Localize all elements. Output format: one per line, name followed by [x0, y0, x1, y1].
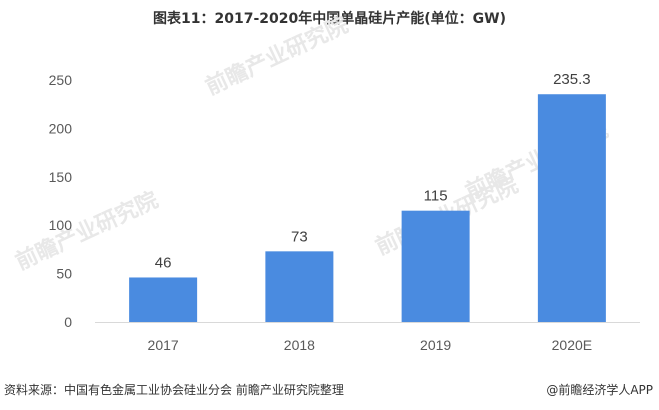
chart-title: 图表11：2017-2020年中国单晶硅片产能(单位：GW) — [153, 11, 506, 27]
bar — [537, 94, 606, 322]
y-tick-label: 200 — [49, 120, 73, 136]
x-tick-label: 2020E — [552, 337, 592, 353]
watermark-text: 前瞻产业研究院 — [12, 187, 163, 276]
bar — [265, 251, 334, 322]
brand-label: @前瞻经济学人APP — [546, 383, 653, 397]
y-axis: 0 50 100 150 200 250 — [49, 72, 73, 330]
x-tick-label: 2019 — [420, 337, 451, 353]
x-tick-label: 2018 — [284, 337, 315, 353]
y-tick-label: 250 — [49, 72, 73, 88]
y-tick-label: 50 — [56, 266, 72, 282]
bar-chart: 前瞻产业研究院前瞻产业研究院前瞻产业研究院前瞻产业研究院 0 50 100 150 20… — [12, 12, 640, 353]
watermark-layer: 前瞻产业研究院前瞻产业研究院前瞻产业研究院前瞻产业研究院 — [12, 12, 613, 276]
data-label: 115 — [424, 188, 448, 205]
data-label: 46 — [155, 254, 172, 271]
bar — [129, 277, 198, 322]
data-label: 73 — [291, 228, 308, 245]
bar — [401, 210, 470, 322]
watermark-text: 前瞻产业研究院 — [202, 12, 353, 101]
y-tick-label: 100 — [49, 217, 73, 233]
x-axis: 2017 2018 2019 2020E — [95, 322, 640, 353]
data-label: 235.3 — [553, 71, 591, 88]
source-note: 资料来源：中国有色金属工业协会硅业分会 前瞻产业研究院整理 — [4, 383, 344, 397]
y-tick-label: 150 — [49, 169, 73, 185]
x-tick-label: 2017 — [148, 337, 179, 353]
bars-layer: 46 73 115 235.3 — [129, 71, 606, 322]
y-tick-label: 0 — [64, 314, 72, 330]
